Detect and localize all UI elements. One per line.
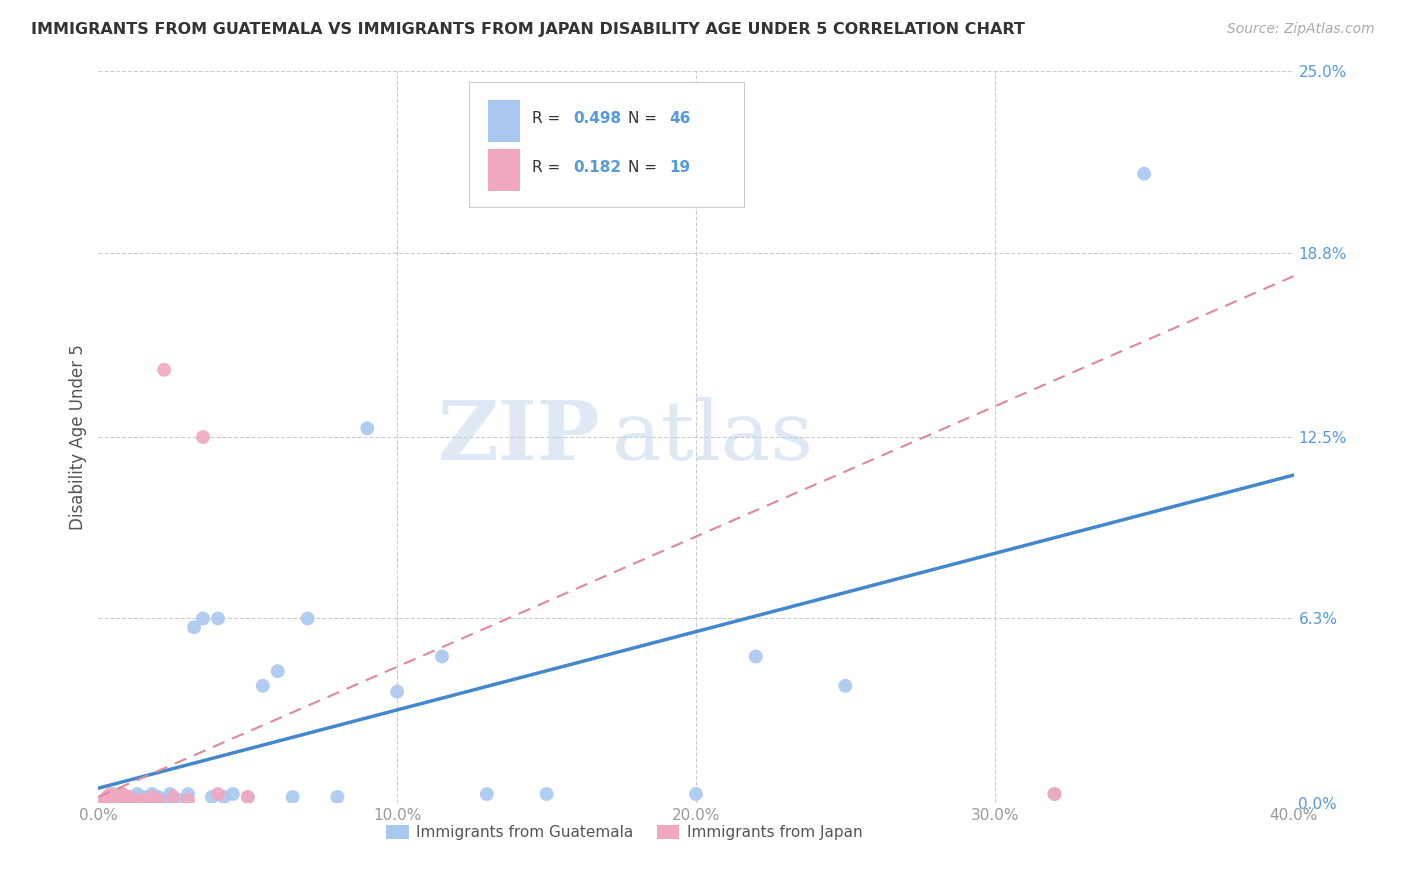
Point <box>111 787 134 801</box>
Point <box>236 789 259 804</box>
Point <box>132 793 155 807</box>
Point <box>108 793 131 807</box>
Text: 46: 46 <box>669 112 692 127</box>
Text: R =: R = <box>533 112 561 127</box>
Text: IMMIGRANTS FROM GUATEMALA VS IMMIGRANTS FROM JAPAN DISABILITY AGE UNDER 5 CORREL: IMMIGRANTS FROM GUATEMALA VS IMMIGRANTS … <box>31 22 1025 37</box>
Point <box>148 789 170 804</box>
Point <box>124 793 146 807</box>
Point <box>93 793 115 807</box>
FancyBboxPatch shape <box>470 82 744 207</box>
Point <box>1043 787 1066 801</box>
Text: N =: N = <box>628 161 657 176</box>
Text: Source: ZipAtlas.com: Source: ZipAtlas.com <box>1227 22 1375 37</box>
Point <box>153 793 176 807</box>
Point <box>103 787 125 801</box>
Point <box>148 793 170 807</box>
Point <box>745 649 768 664</box>
Point <box>430 649 453 664</box>
Point <box>108 789 131 804</box>
Point <box>183 620 205 634</box>
FancyBboxPatch shape <box>488 149 520 191</box>
Text: ZIP: ZIP <box>437 397 600 477</box>
Point <box>834 679 856 693</box>
Point <box>475 787 498 801</box>
Text: R =: R = <box>533 161 561 176</box>
Point <box>201 789 224 804</box>
Point <box>105 793 128 807</box>
Point <box>212 789 235 804</box>
Text: N =: N = <box>628 112 657 127</box>
Point <box>207 787 229 801</box>
Point <box>111 793 134 807</box>
Point <box>297 611 319 625</box>
Point <box>93 793 115 807</box>
Point <box>356 421 378 435</box>
Point <box>141 787 163 801</box>
Point <box>222 787 245 801</box>
Point <box>326 789 349 804</box>
Point <box>177 793 200 807</box>
Point <box>135 793 157 807</box>
Point <box>132 789 155 804</box>
Point <box>120 789 142 804</box>
Point <box>536 787 558 801</box>
Point <box>127 787 149 801</box>
Point <box>138 789 160 804</box>
Point <box>252 679 274 693</box>
Point <box>159 787 181 801</box>
Point <box>267 664 290 678</box>
Point <box>191 611 214 625</box>
Point <box>1043 787 1066 801</box>
Point <box>162 789 184 804</box>
Y-axis label: Disability Age Under 5: Disability Age Under 5 <box>69 344 87 530</box>
Point <box>96 789 118 804</box>
Point <box>141 789 163 804</box>
Text: atlas: atlas <box>613 397 814 477</box>
Point <box>124 793 146 807</box>
Text: 19: 19 <box>669 161 690 176</box>
Text: 0.498: 0.498 <box>572 112 621 127</box>
Point <box>153 363 176 377</box>
FancyBboxPatch shape <box>488 100 520 142</box>
Point <box>207 611 229 625</box>
Point <box>167 793 190 807</box>
Point <box>177 787 200 801</box>
Point <box>98 787 122 801</box>
Point <box>117 793 139 807</box>
Point <box>105 789 128 804</box>
Point <box>114 789 136 804</box>
Point <box>98 793 122 807</box>
Point <box>96 789 118 804</box>
Legend: Immigrants from Guatemala, Immigrants from Japan: Immigrants from Guatemala, Immigrants fr… <box>380 819 869 847</box>
Point <box>685 787 707 801</box>
Point <box>103 789 125 804</box>
Point <box>111 787 134 801</box>
Point <box>117 789 139 804</box>
Point <box>385 684 409 698</box>
Point <box>103 793 125 807</box>
Point <box>162 789 184 804</box>
Point <box>191 430 214 444</box>
Point <box>281 789 304 804</box>
Point <box>236 789 259 804</box>
Text: 0.182: 0.182 <box>572 161 621 176</box>
Point <box>1133 167 1156 181</box>
